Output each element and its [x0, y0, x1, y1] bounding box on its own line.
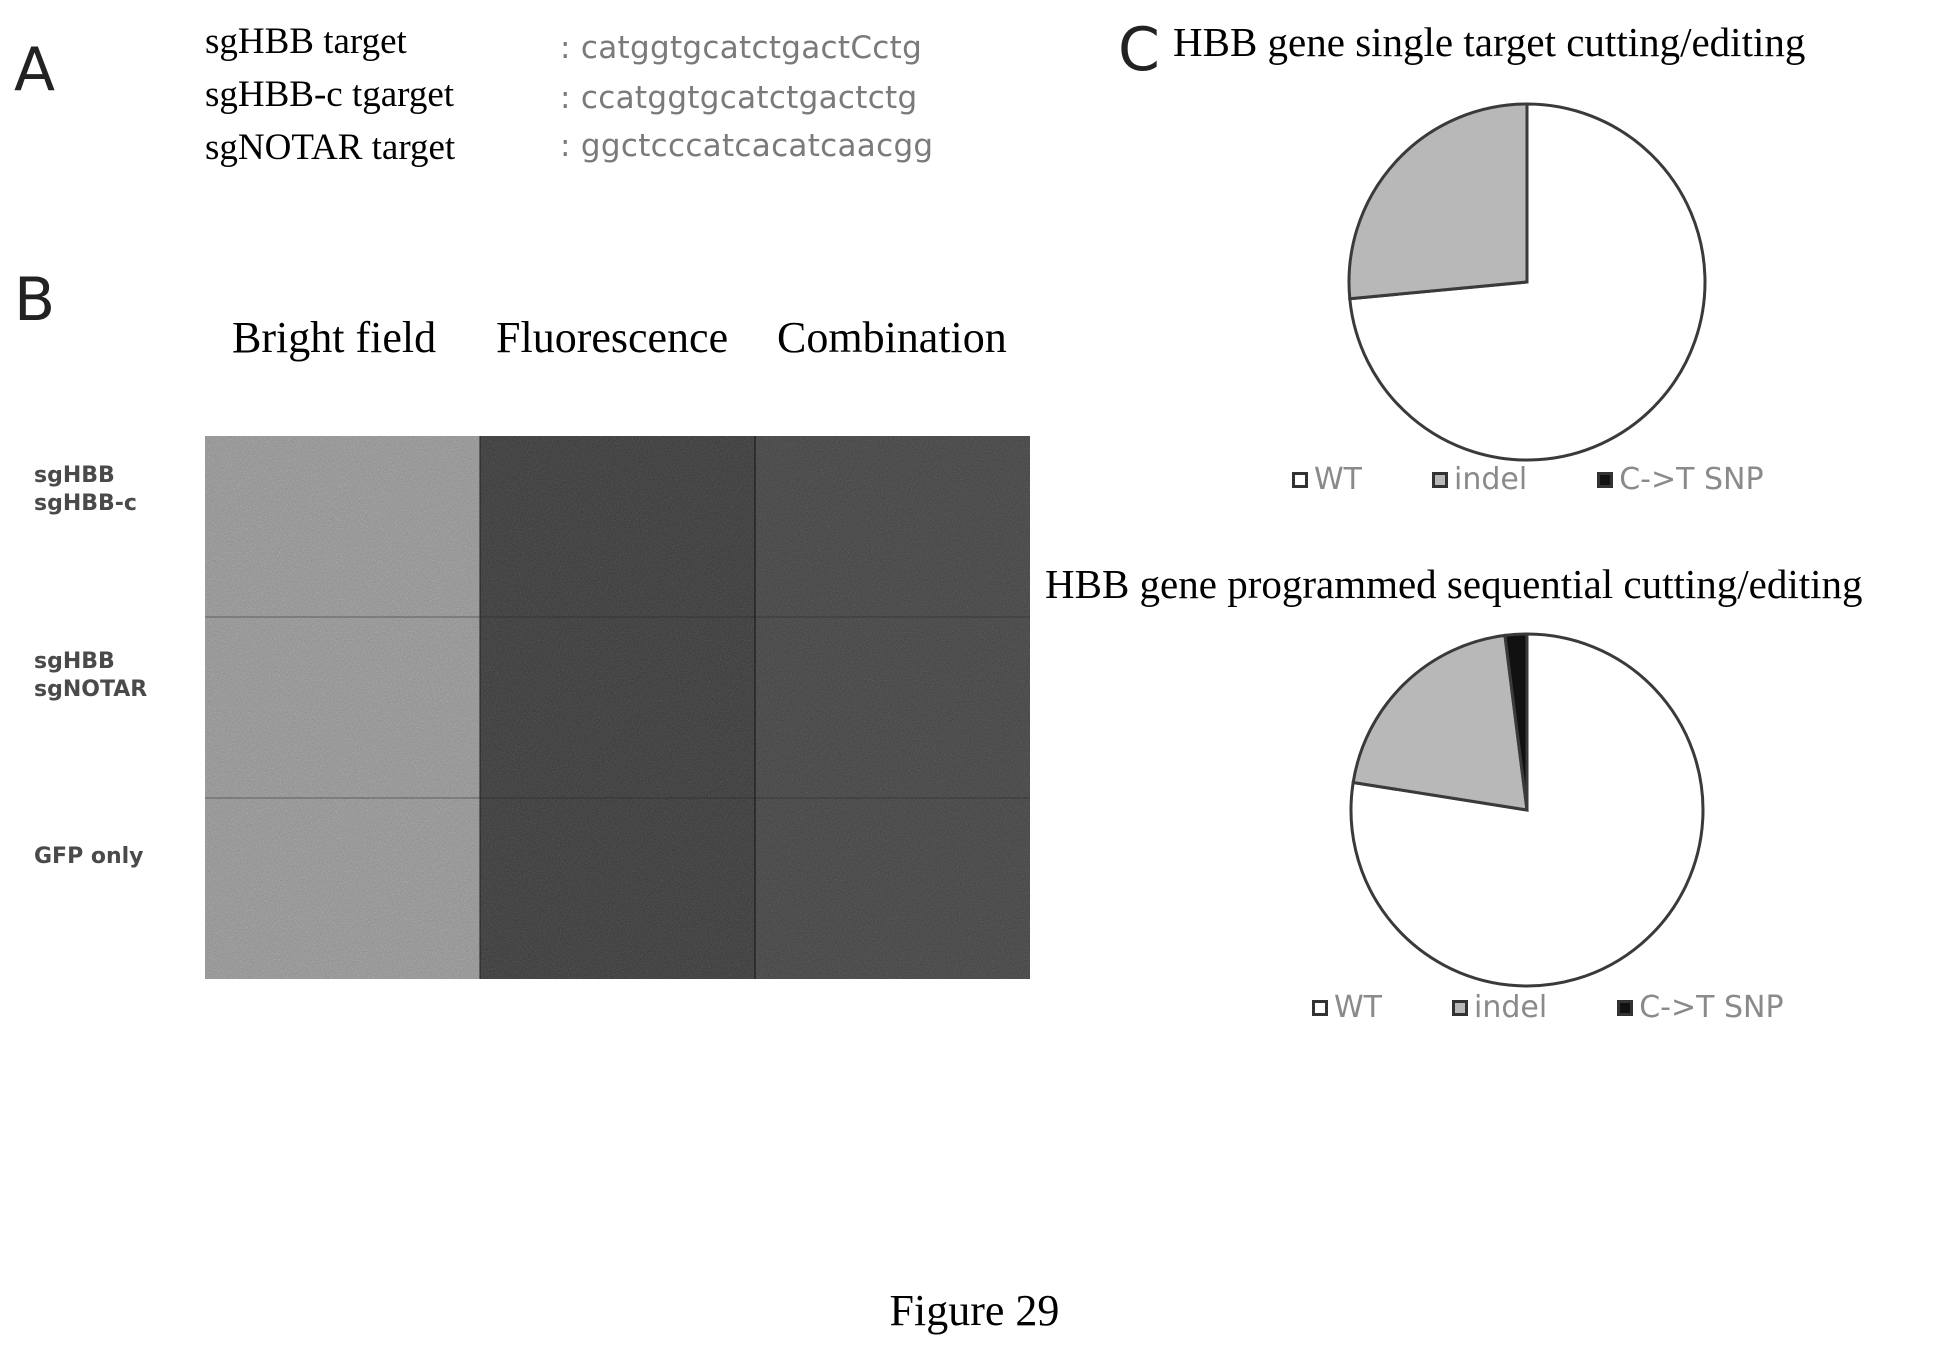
- target-sequence: : ggctcccatcacatcaacgg: [560, 128, 933, 164]
- target-sequence: : ccatggtgcatctgactctg: [560, 80, 917, 116]
- pie-chart-single-target: [1347, 92, 1707, 472]
- target-sequence: : catggtgcatctgactCctg: [560, 30, 922, 66]
- pie-legend-2: WT indel C->T SNP: [1312, 990, 1784, 1025]
- column-header-bright-field: Bright field: [232, 312, 436, 363]
- legend-item-snp: C->T SNP: [1597, 462, 1763, 497]
- legend-item-indel: indel: [1432, 462, 1527, 497]
- legend-swatch-snp: [1597, 472, 1613, 488]
- legend-item-wt: WT: [1292, 462, 1362, 497]
- legend-item-indel: indel: [1452, 990, 1547, 1025]
- legend-swatch-snp: [1617, 1000, 1633, 1016]
- microscopy-image-grid: [205, 436, 1030, 979]
- row-label-1: sgHBB sgHBB-c: [34, 462, 137, 518]
- row-label-2: sgHBB sgNOTAR: [34, 648, 147, 704]
- column-header-fluorescence: Fluorescence: [496, 312, 728, 363]
- legend-swatch-indel: [1452, 1000, 1468, 1016]
- target-name: sgNOTAR target: [205, 126, 455, 169]
- panel-label-b: B: [14, 270, 55, 330]
- legend-swatch-indel: [1432, 472, 1448, 488]
- pie-chart-title-2: HBB gene programmed sequential cutting/e…: [1045, 560, 1863, 608]
- figure-caption: Figure 29: [0, 1285, 1949, 1336]
- pie-chart-sequential: [1347, 625, 1707, 995]
- legend-swatch-wt: [1292, 472, 1308, 488]
- row-label-3: GFP only: [34, 843, 144, 871]
- panel-label-c: C: [1118, 20, 1160, 80]
- pie-slice-indel: [1349, 104, 1527, 299]
- legend-item-wt: WT: [1312, 990, 1382, 1025]
- pie-chart-title-1: HBB gene single target cutting/editing: [1173, 18, 1805, 66]
- column-header-combination: Combination: [777, 312, 1007, 363]
- target-name: sgHBB target: [205, 20, 407, 63]
- legend-item-snp: C->T SNP: [1617, 990, 1783, 1025]
- pie-legend-1: WT indel C->T SNP: [1292, 462, 1764, 497]
- pie-slice-indel: [1353, 635, 1527, 810]
- target-name: sgHBB-c tgarget: [205, 73, 454, 116]
- legend-swatch-wt: [1312, 1000, 1328, 1016]
- panel-label-a: A: [14, 40, 55, 100]
